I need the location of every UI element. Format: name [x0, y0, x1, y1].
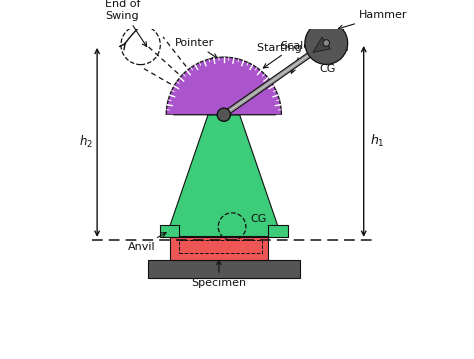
Circle shape	[323, 40, 329, 46]
Text: Specimen: Specimen	[191, 260, 246, 288]
Text: Anvil: Anvil	[128, 233, 166, 252]
Circle shape	[217, 108, 230, 121]
Text: Starting Position: Starting Position	[257, 43, 349, 73]
Text: Pointer: Pointer	[174, 38, 217, 58]
Polygon shape	[160, 225, 179, 237]
Polygon shape	[170, 237, 268, 260]
Circle shape	[305, 22, 348, 64]
Polygon shape	[166, 115, 282, 237]
Text: End of
Swing: End of Swing	[105, 0, 146, 47]
Wedge shape	[166, 57, 282, 115]
Polygon shape	[268, 225, 288, 237]
Polygon shape	[224, 43, 327, 115]
Text: Hammer: Hammer	[338, 10, 408, 29]
Polygon shape	[222, 41, 328, 117]
Text: $h_2$: $h_2$	[79, 134, 93, 150]
Polygon shape	[313, 37, 330, 52]
Polygon shape	[148, 260, 300, 278]
Text: CG: CG	[320, 64, 336, 74]
Text: $h_1$: $h_1$	[370, 133, 384, 149]
Text: Scale: Scale	[264, 41, 310, 68]
Text: CG: CG	[250, 214, 266, 224]
